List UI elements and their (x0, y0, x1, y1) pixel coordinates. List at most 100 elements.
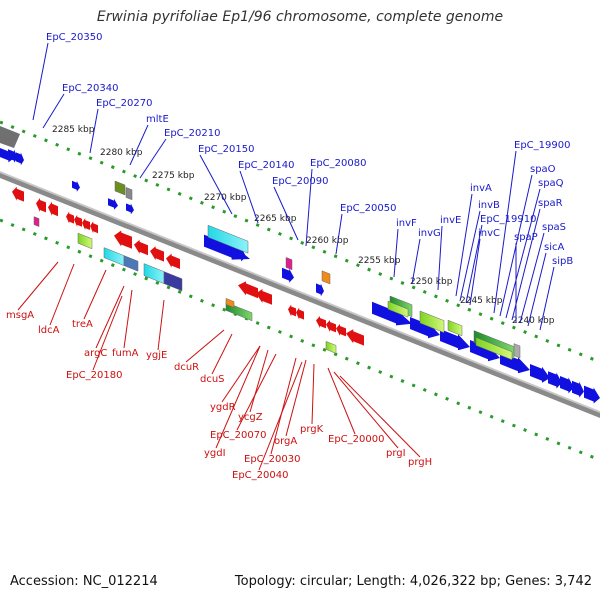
feature-block (419, 310, 445, 333)
feature-block (285, 257, 293, 271)
leader-line (211, 333, 233, 375)
reverse-gene-arrow (296, 307, 304, 320)
forward-gene-arrow (560, 376, 574, 394)
feature-block (475, 337, 513, 361)
gene-label: EpC_20040 (232, 470, 288, 481)
gene-label: EpC_20050 (340, 203, 396, 214)
gene-label: orgA (274, 436, 297, 447)
gene-label: EpC_20350 (46, 32, 102, 43)
scale-tick-label: 2255 kbp (358, 256, 401, 266)
gene-label: invB (478, 200, 500, 211)
reverse-gene-arrow (82, 218, 90, 231)
gene-label: invE (440, 215, 461, 226)
gene-label: spaR (538, 198, 563, 209)
forward-gene-arrow (372, 301, 412, 326)
reverse-gene-arrow (134, 239, 148, 256)
reverse-gene-arrow (346, 329, 364, 346)
gene-label: EpC_20140 (238, 160, 294, 171)
leader-line (505, 188, 541, 319)
feature-block (103, 247, 125, 266)
leader-line (236, 353, 277, 431)
forward-gene-arrow (440, 329, 470, 351)
reverse-gene-arrow (74, 214, 82, 227)
feature-block (447, 319, 463, 337)
gene-label: EpC_19900 (514, 140, 570, 151)
reverse-gene-labels: msgA ldcA treA argC fumA EpC_20180 ygjE dcuRdcu… (6, 310, 432, 481)
leader-line (339, 375, 421, 458)
feature-block (77, 232, 93, 250)
leader-line (123, 289, 133, 349)
feature-block (325, 341, 337, 354)
gene-label: ycgZ (238, 412, 263, 423)
gene-label: invC (478, 228, 500, 239)
leader-line (185, 329, 225, 363)
forward-gene-arrow (108, 198, 118, 210)
gene-label: ygdR (210, 402, 236, 413)
feature-block (114, 180, 126, 196)
leader-line (327, 367, 356, 435)
leader-line (305, 168, 313, 247)
gene-label: treA (72, 319, 93, 330)
leader-line (89, 108, 99, 154)
forward-gene-arrow (410, 317, 440, 339)
gene-label: invF (396, 218, 417, 229)
reverse-gene-arrow (166, 253, 180, 269)
leader-line (221, 345, 261, 403)
forward-gene-arrow (572, 380, 584, 398)
leader-line (95, 285, 125, 349)
gene-label: ldcA (38, 325, 60, 336)
reverse-gene-arrow (114, 230, 132, 249)
leader-line (129, 124, 149, 166)
reverse-gene-arrow (238, 281, 258, 299)
scale-ticks: 2285 kbp 2280 kbp 2275 kbp 2270 kbp 2265 kbp… (52, 125, 555, 326)
leader-line (139, 138, 167, 179)
feature-block (163, 271, 183, 292)
reverse-gene-arrow (256, 288, 272, 305)
gene-label: fumA (112, 348, 139, 359)
reverse-gene-arrow (150, 246, 164, 262)
scale-tick-label: 2260 kbp (306, 236, 349, 246)
feature-block (125, 187, 133, 201)
reverse-gene-arrow (90, 221, 98, 234)
feature-block (207, 224, 249, 254)
gene-label: prgH (408, 457, 432, 468)
scale-tick-label: 2240 kbp (512, 316, 555, 326)
feature-block (0, 126, 20, 148)
leader-line (273, 186, 299, 241)
leader-line (249, 349, 269, 413)
reverse-gene-arrow (66, 211, 74, 224)
leader-line (519, 232, 545, 324)
gene-label: msgA (6, 310, 34, 321)
scale-tick-label: 2250 kbp (410, 277, 453, 287)
gene-label: EpC_20030 (244, 454, 300, 465)
gene-label: EpC_20080 (310, 158, 366, 169)
leader-line (465, 224, 483, 304)
forward-gene-arrow (316, 283, 324, 297)
leader-line (157, 299, 165, 351)
gene-label: EpC_20210 (164, 128, 220, 139)
forward-gene-arrow (16, 152, 24, 166)
gene-label: EpC_20270 (96, 98, 152, 109)
forward-gene-arrow (530, 364, 550, 383)
reverse-gene-arrow (36, 198, 46, 213)
leader-line (311, 363, 315, 425)
gene-features (0, 148, 600, 404)
feature-block (143, 263, 165, 284)
forward-gene-arrow (126, 203, 134, 215)
topology-summary: Topology: circular; Length: 4,026,322 bp… (234, 574, 592, 589)
feature-block (387, 300, 409, 318)
gene-label: prgK (300, 424, 324, 435)
gene-label: prgI (386, 448, 406, 459)
map-title: Erwinia pyrifoliae Ep1/96 chromosome, co… (96, 9, 504, 25)
gene-label: dcuS (200, 374, 225, 385)
leader-line (239, 170, 259, 224)
leader-line (32, 42, 49, 121)
leader-line (411, 238, 421, 285)
gene-label: spaS (542, 222, 566, 233)
scale-tick-label: 2270 kbp (204, 193, 247, 203)
gene-label: EpC_20340 (62, 83, 118, 94)
forward-gene-arrow (548, 371, 562, 389)
leader-line (92, 295, 123, 371)
leader-line (455, 193, 473, 297)
gene-label: argC (84, 348, 107, 359)
